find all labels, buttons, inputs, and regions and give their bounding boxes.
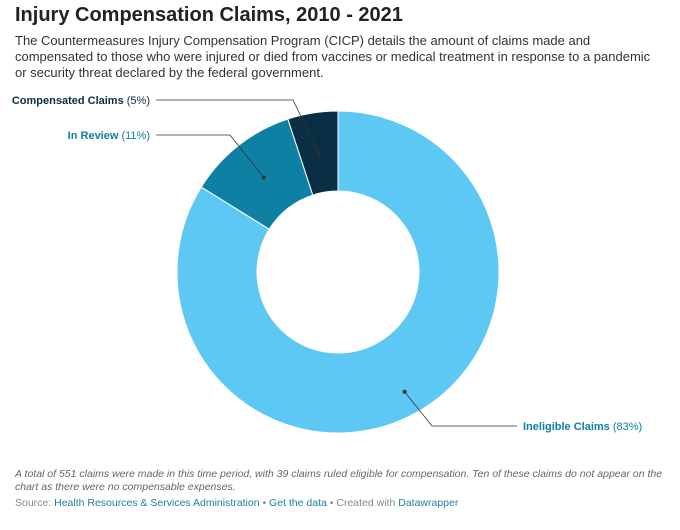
leader-dot-ineligible [402,389,407,394]
footer-separator: • [259,497,270,509]
leader-dot-compensated [317,151,322,156]
label-value-in-review: (11%) [121,130,150,142]
label-name-ineligible: Ineligible Claims [523,421,613,433]
donut-chart: Compensated Claims (5%)In Review (11%)In… [12,95,642,434]
chart-notes: A total of 551 claims were made in this … [15,468,663,493]
label-value-ineligible: (83%) [613,421,642,433]
label-name-compensated: Compensated Claims [12,95,127,107]
label-in-review: In Review (11%) [68,130,150,142]
created-with-label: Created with [336,497,399,509]
leader-line-compensated [156,99,320,154]
chart-footer: Source: Health Resources & Services Admi… [15,497,665,509]
leader-line-in-review [156,134,265,178]
get-data-link[interactable]: Get the data [269,497,327,509]
label-ineligible: Ineligible Claims (83%) [523,421,642,433]
label-name-in-review: In Review [68,130,122,142]
slice-ineligible[interactable] [176,110,500,434]
source-label: Source: [15,497,55,509]
footer-separator: • [326,497,337,509]
label-compensated: Compensated Claims (5%) [12,95,150,107]
chart-title: Injury Compensation Claims, 2010 - 2021 [15,4,403,26]
datawrapper-link[interactable]: Datawrapper [398,497,459,509]
label-value-compensated: (5%) [127,95,150,107]
leader-line-ineligible [404,391,517,427]
leader-dot-in-review [261,175,266,180]
source-link[interactable]: Health Resources & Services Administrati… [54,497,260,509]
chart-subtitle: The Countermeasures Injury Compensation … [15,33,651,80]
